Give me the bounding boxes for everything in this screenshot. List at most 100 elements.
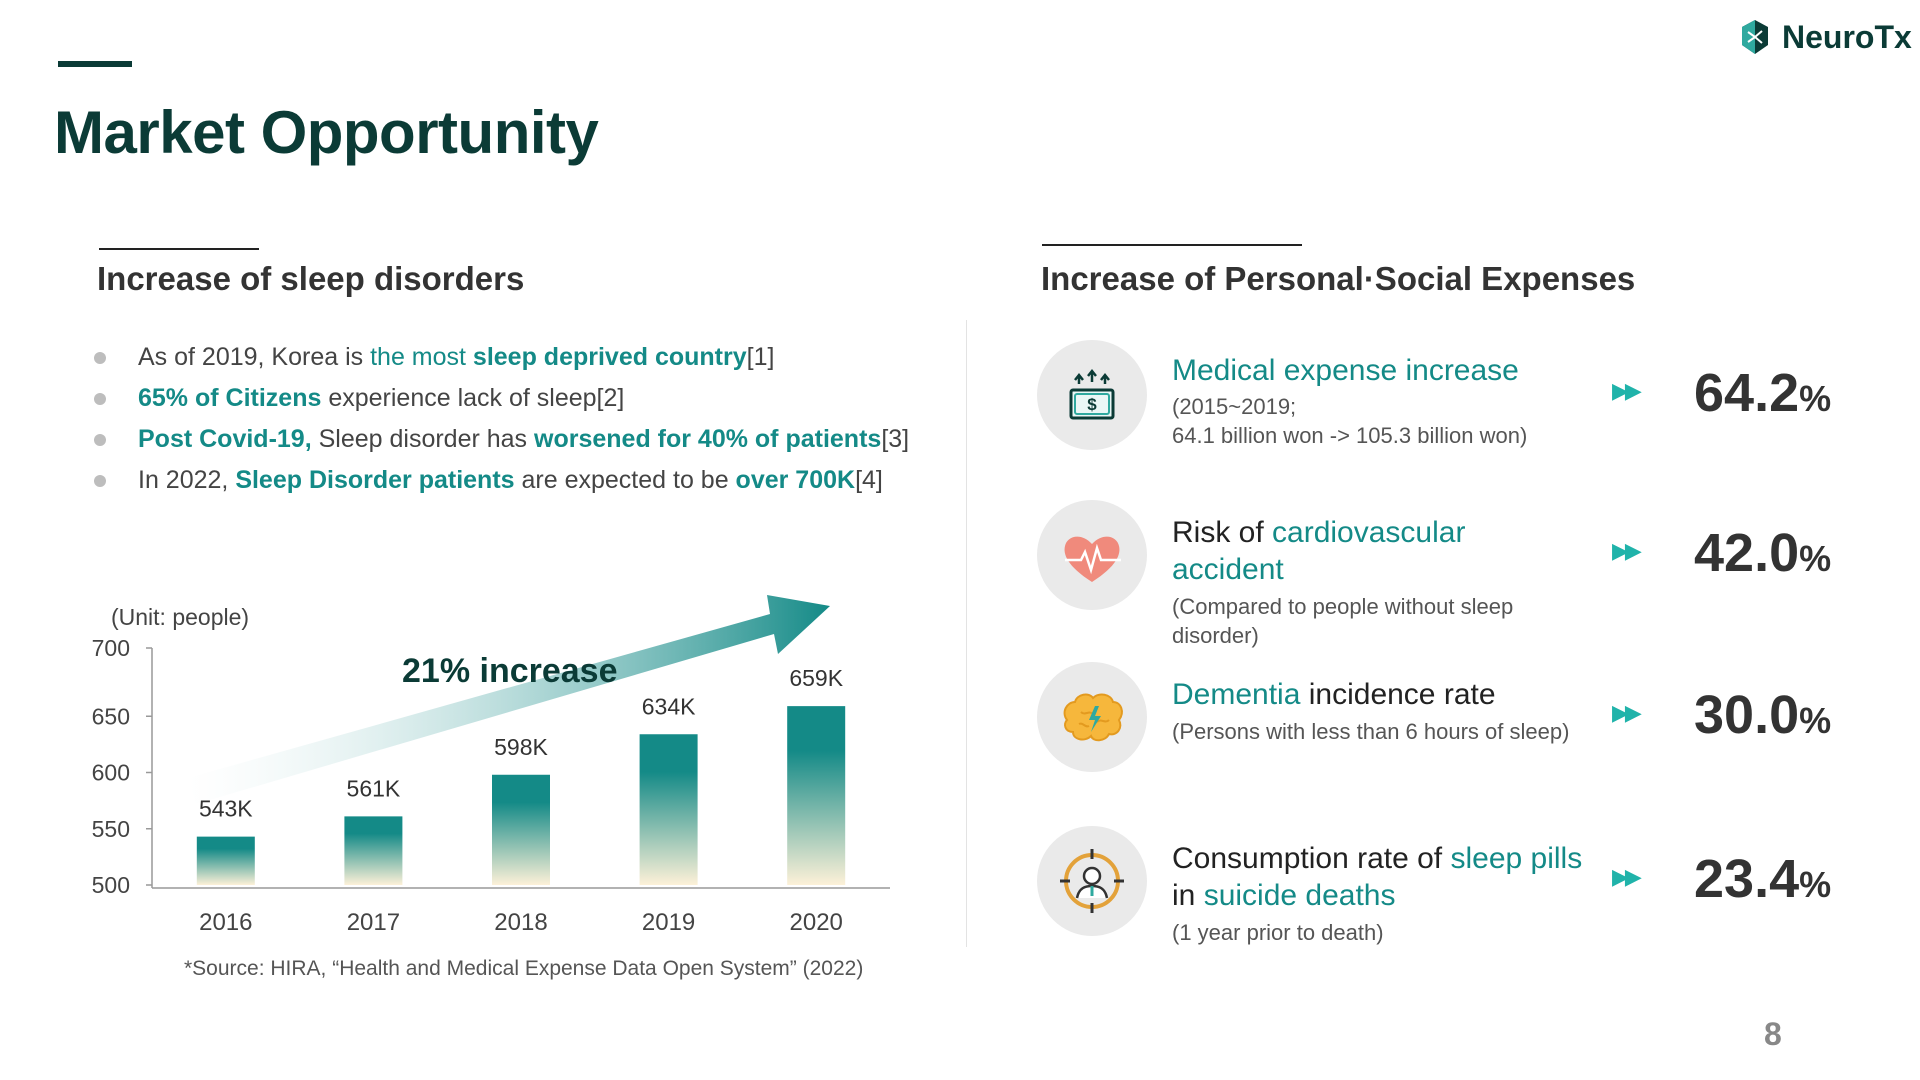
source-note: *Source: HIRA, “Health and Medical Expen… (184, 957, 864, 980)
x-tick-label: 2016 (199, 909, 252, 936)
column-divider (966, 320, 967, 947)
percentage-unit: % (1799, 700, 1832, 741)
x-tick-label: 2019 (642, 909, 695, 936)
bullet-text-segment: worsened for 40% of patients (534, 425, 882, 453)
bullet-text-segment: experience lack of sleep[2] (321, 384, 625, 412)
bullet-item: In 2022, Sleep Disorder patients are exp… (94, 463, 934, 504)
right-heading: Increase of Personal·Social Expenses (1041, 260, 1636, 297)
expense-note-line: (Persons with less than 6 hours of sleep… (1172, 719, 1570, 744)
percentage-unit: % (1799, 538, 1832, 579)
x-tick-label: 2017 (347, 909, 400, 936)
bullet-text-segment: are expected to be (514, 466, 736, 494)
bar (196, 836, 255, 885)
bullet-dot (94, 475, 106, 487)
percentage-value: 23.4 (1694, 849, 1800, 909)
bullet-item: 65% of Citizens experience lack of sleep… (94, 381, 934, 422)
money-icon-circle: $ (1037, 340, 1147, 450)
bullet-text-segment: As of 2019, Korea is (138, 343, 371, 371)
bar (787, 706, 846, 885)
left-heading: Increase of sleep disorders (97, 260, 525, 297)
percentage-unit: % (1799, 864, 1832, 905)
trend-annotation: 21% increase (402, 652, 618, 690)
bullet-text-segment: 65% of Citizens (138, 384, 322, 412)
bullet-text-segment: Sleep Disorder patients (235, 466, 515, 494)
bullet-text-segment: sleep deprived country (472, 343, 747, 371)
percentage-unit: % (1799, 378, 1832, 419)
expense-label-segment: sleep pills (1450, 842, 1583, 875)
bullet-text-segment: Sleep disorder has (311, 425, 535, 453)
expense-percentage: 23.4% (1694, 848, 1831, 910)
double-arrow-icon: ▶▶ (1612, 538, 1642, 563)
bullet-text-segment: [4] (855, 466, 883, 494)
bullet-text-segment: In 2022, (138, 466, 236, 494)
title-accent-bar (58, 61, 132, 67)
double-arrow-icon: ▶▶ (1612, 700, 1642, 725)
percentage-value: 42.0 (1694, 523, 1800, 583)
double-arrow-icon: ▶▶ (1612, 378, 1642, 403)
bullet-text-segment: [1] (746, 343, 775, 371)
bullet-dot (94, 393, 106, 405)
expense-label-segment: Consumption rate of (1172, 842, 1451, 875)
bar-value-label: 561K (347, 775, 401, 801)
x-tick-label: 2020 (790, 909, 843, 936)
double-arrow-icon: ▶▶ (1612, 864, 1642, 889)
expense-note: (Persons with less than 6 hours of sleep… (1172, 717, 1612, 746)
expense-label-segment: in (1172, 879, 1204, 912)
right-heading-rule (1042, 244, 1302, 246)
bullet-list: As of 2019, Korea is the most sleep depr… (94, 340, 934, 504)
bar-chart: 21% increase 700 650 600 550 500 543K 2016 561K 2… (92, 595, 890, 936)
y-tick-label: 500 (92, 872, 130, 898)
bar-value-label: 659K (789, 665, 843, 691)
bullet-dot (94, 434, 106, 446)
expense-label-segment: Dementia (1172, 678, 1301, 711)
bullet-text-segment: over 700K (735, 466, 856, 494)
unit-label: (Unit: people) (111, 604, 250, 630)
expense-percentage: 42.0% (1694, 522, 1831, 584)
logo: NeuroTx (1738, 18, 1912, 56)
y-tick-label: 550 (92, 816, 130, 842)
expense-note-line: 64.1 billion won -> 105.3 billion won) (1172, 423, 1528, 448)
brain-icon (1063, 693, 1123, 742)
page-number: 8 (1764, 1016, 1782, 1052)
y-tick-label: 700 (92, 635, 130, 661)
expense-note: (2015~2019; 64.1 billion won -> 105.3 bil… (1172, 392, 1612, 450)
expense-percentage: 64.2% (1694, 362, 1831, 424)
expense-note-line: (1 year prior to death) (1172, 920, 1384, 945)
expense-label-segment: Risk of (1172, 516, 1273, 549)
heart-pulse-icon-circle (1037, 500, 1147, 610)
bar (344, 816, 403, 885)
bullet-item: Post Covid-19, Sleep disorder has worsen… (94, 422, 934, 463)
trend-arrow (188, 595, 830, 804)
expense-label: Dementia incidence rate (1172, 676, 1602, 713)
expense-label: Risk of cardiovascular accident (1172, 514, 1512, 588)
logo-brain-icon (1742, 20, 1768, 54)
bullet-text-segment: [3] (881, 425, 910, 453)
x-tick-label: 2018 (494, 909, 547, 936)
bar-value-label: 634K (642, 693, 696, 719)
expense-note: (Compared to people without sleep disorde… (1172, 592, 1612, 650)
person-target-icon (1060, 849, 1124, 913)
expense-note-line: disorder) (1172, 623, 1259, 648)
bar-value-label: 598K (494, 734, 548, 760)
expense-label-segment: incidence rate (1300, 678, 1496, 711)
bar (639, 734, 698, 885)
bar (492, 774, 550, 885)
svg-text:$: $ (1087, 395, 1097, 414)
expense-note-line: (2015~2019; (1172, 394, 1297, 419)
page-title: Market Opportunity (54, 99, 599, 166)
expense-note-line: (Compared to people without sleep (1172, 594, 1514, 619)
percentage-value: 30.0 (1694, 685, 1800, 745)
heart-pulse-icon (1064, 536, 1121, 582)
y-tick-label: 650 (92, 703, 130, 729)
person-target-icon-circle (1037, 826, 1147, 936)
bullet-dot (94, 352, 106, 364)
expense-note: (1 year prior to death) (1172, 918, 1612, 947)
bar-value-label: 543K (199, 796, 253, 822)
percentage-value: 64.2 (1694, 363, 1800, 423)
expense-label-segment: cardiovascular accident (1172, 516, 1466, 586)
expense-label-segment: suicide deaths (1203, 879, 1396, 912)
brain-icon-circle (1037, 662, 1147, 772)
bullet-text-segment: the most (370, 343, 473, 371)
expense-label-segment: Medical expense increase (1172, 354, 1519, 387)
expense-percentage: 30.0% (1694, 684, 1831, 746)
